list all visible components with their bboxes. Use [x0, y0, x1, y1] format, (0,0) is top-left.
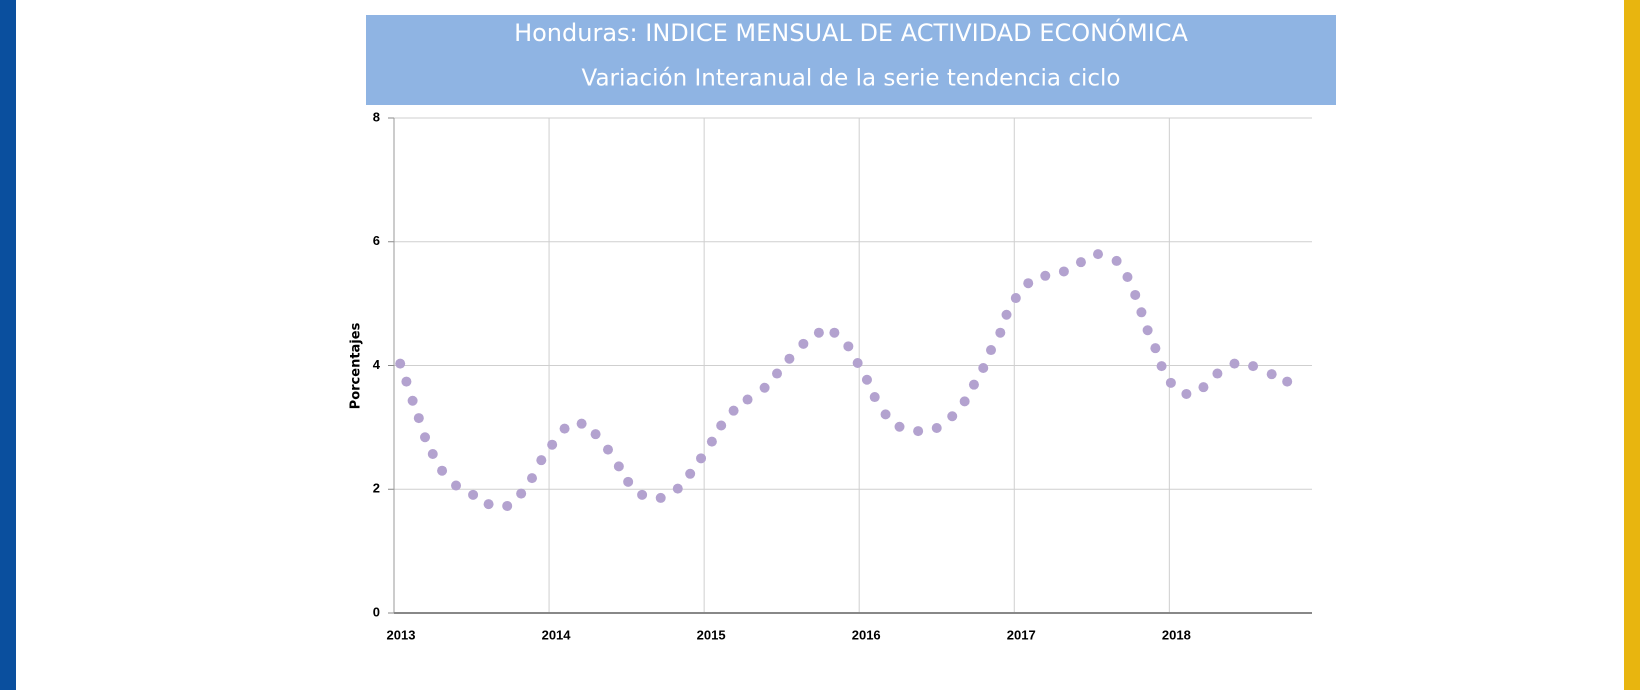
point	[1229, 358, 1240, 369]
x-tick-label: 2017	[1007, 627, 1036, 642]
point	[759, 382, 770, 393]
point	[1111, 255, 1122, 266]
point	[1010, 293, 1021, 304]
point	[813, 327, 824, 338]
y-tick-label: 4	[373, 357, 381, 372]
point	[716, 420, 727, 431]
point	[869, 392, 880, 403]
point	[1122, 272, 1133, 283]
point	[880, 409, 891, 420]
point	[407, 395, 418, 406]
point	[1156, 361, 1167, 372]
point	[420, 432, 431, 443]
point	[527, 473, 538, 484]
point	[798, 338, 809, 349]
point	[1075, 257, 1086, 268]
chart-title: Honduras: INDICE MENSUAL DE ACTIVIDAD EC…	[514, 17, 1188, 47]
point	[1150, 343, 1161, 354]
point	[706, 436, 717, 447]
x-tick-label: 2016	[852, 627, 881, 642]
point	[655, 492, 666, 503]
point	[516, 488, 527, 499]
point	[1040, 270, 1051, 281]
point	[1212, 368, 1223, 379]
point	[913, 426, 924, 437]
point	[1248, 361, 1259, 372]
x-tick-label: 2015	[697, 627, 726, 642]
point	[1136, 307, 1147, 318]
y-tick-label: 8	[373, 109, 380, 124]
point	[772, 368, 783, 379]
point	[968, 379, 979, 390]
y-tick-label: 2	[373, 481, 380, 496]
point	[931, 422, 942, 433]
point	[602, 444, 613, 455]
point	[843, 341, 854, 352]
point	[437, 465, 448, 476]
y-tick-label: 0	[373, 604, 380, 619]
point	[1093, 249, 1104, 260]
point	[590, 429, 601, 440]
point	[536, 455, 547, 466]
point	[672, 483, 683, 494]
point	[861, 374, 872, 385]
point	[623, 476, 634, 487]
point	[742, 394, 753, 405]
point	[547, 439, 558, 450]
point	[1023, 278, 1034, 289]
point	[468, 489, 479, 500]
right-bar	[1624, 0, 1640, 690]
point	[451, 480, 462, 491]
point	[1001, 309, 1012, 320]
header-box	[366, 15, 1336, 105]
point	[685, 468, 696, 479]
point	[696, 453, 707, 464]
point	[784, 353, 795, 364]
point	[1181, 388, 1192, 399]
point	[1130, 289, 1141, 300]
left-bar	[0, 0, 16, 690]
point	[427, 448, 438, 459]
x-tick-label: 2018	[1162, 627, 1191, 642]
point	[894, 421, 905, 432]
point	[1198, 382, 1209, 393]
point	[829, 327, 840, 338]
point	[947, 411, 958, 422]
point	[995, 327, 1006, 338]
y-axis-label: Porcentajes	[349, 322, 364, 409]
point	[559, 423, 570, 434]
x-tick-label: 2013	[387, 627, 416, 642]
point	[1266, 369, 1277, 380]
x-tick-label: 2014	[542, 627, 572, 642]
point	[728, 405, 739, 416]
point	[978, 362, 989, 373]
point	[1058, 266, 1069, 277]
point	[613, 461, 624, 472]
point	[852, 358, 863, 369]
point	[959, 396, 970, 407]
point	[637, 489, 648, 500]
point	[1282, 376, 1293, 387]
point	[986, 345, 997, 356]
chart-subtitle: Variación Interanual de la serie tendenc…	[582, 66, 1121, 92]
point	[576, 418, 587, 429]
point	[483, 499, 494, 510]
y-tick-label: 6	[373, 233, 380, 248]
point	[395, 358, 406, 369]
point	[413, 413, 424, 424]
point	[1165, 377, 1176, 388]
point	[1142, 325, 1153, 336]
point	[401, 376, 412, 387]
point	[502, 500, 513, 511]
